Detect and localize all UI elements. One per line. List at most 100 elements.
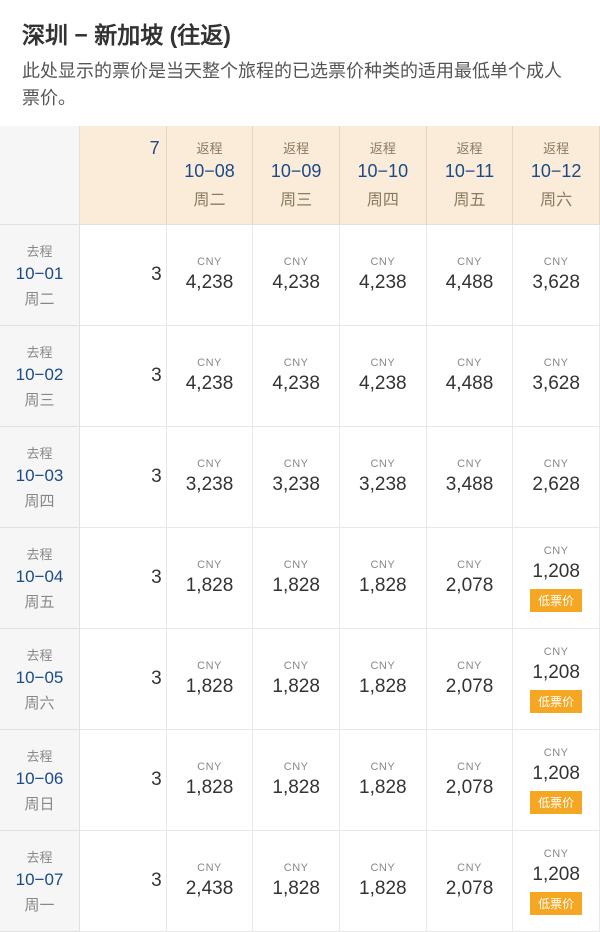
depart-date-header[interactable]: 去程10−05周六 — [0, 629, 80, 730]
fare-price: 4,488 — [446, 272, 494, 294]
fare-cell[interactable]: 3 — [80, 629, 167, 730]
fare-cell[interactable]: CNY1,828 — [167, 528, 254, 629]
fare-cell[interactable]: 3 — [80, 831, 167, 932]
return-label: 返程 — [255, 138, 337, 157]
currency-label: CNY — [544, 646, 569, 658]
fare-price: 2,438 — [186, 878, 234, 900]
fare-cell[interactable]: 3 — [80, 730, 167, 831]
currency-label: CNY — [284, 357, 309, 369]
depart-date-header[interactable]: 去程10−02周三 — [0, 326, 80, 427]
currency-label: CNY — [197, 559, 222, 571]
depart-date: 10−06 — [4, 769, 75, 789]
fare-price: 2,078 — [446, 676, 494, 698]
fare-cell[interactable]: CNY2,078 — [427, 629, 514, 730]
return-date: 10−12 — [515, 161, 597, 182]
currency-label: CNY — [197, 660, 222, 672]
currency-label: CNY — [284, 761, 309, 773]
fare-cell[interactable]: CNY3,628 — [513, 225, 600, 326]
fare-price: 4,488 — [446, 373, 494, 395]
fare-cell[interactable]: CNY 1,828 — [253, 528, 340, 629]
fare-price: 1,828 — [272, 878, 320, 900]
currency-label: CNY — [544, 848, 569, 860]
return-date: 7 — [80, 138, 160, 159]
fare-cell[interactable]: CNY1,208低票价 — [513, 528, 600, 629]
fare-cell[interactable]: CNY3,238 — [253, 427, 340, 528]
page-subtitle: 此处显示的票价是当天整个旅程的已选票价种类的适用最低单个成人票价。 — [22, 58, 578, 112]
fare-cell[interactable]: CNY1,208低票价 — [513, 730, 600, 831]
currency-label: CNY — [197, 761, 222, 773]
fare-price: 1,828 — [272, 676, 320, 698]
return-date-header[interactable]: 返程 10−09 周三 — [253, 126, 340, 225]
fare-cell[interactable]: CNY3,488 — [427, 427, 514, 528]
return-weekday: 周四 — [342, 186, 424, 210]
return-date-header[interactable]: 返程10−10周四 — [340, 126, 427, 225]
depart-date-header[interactable]: 去程10−04周五 — [0, 528, 80, 629]
fare-cell[interactable]: 3 — [80, 225, 167, 326]
fare-cell[interactable]: 3 — [80, 528, 167, 629]
depart-date-header[interactable]: 去程10−07周一 — [0, 831, 80, 932]
fare-price: 3 — [151, 567, 162, 589]
low-fare-badge: 低票价 — [530, 690, 582, 713]
depart-date: 10−03 — [4, 466, 75, 486]
fare-cell[interactable]: CNY4,238 — [340, 326, 427, 427]
currency-label: CNY — [284, 256, 309, 268]
return-date-header[interactable]: 返程10−11周五 — [427, 126, 514, 225]
fare-price: 1,828 — [272, 777, 320, 799]
fare-cell[interactable]: CNY1,828 — [340, 831, 427, 932]
fare-cell[interactable]: CNY2,438 — [167, 831, 254, 932]
return-date: 10−09 — [255, 161, 337, 182]
fare-cell[interactable]: CNY1,828 — [340, 528, 427, 629]
fare-cell[interactable]: CNY1,208低票价 — [513, 629, 600, 730]
fare-cell[interactable]: CNY1,828 — [340, 730, 427, 831]
fare-cell[interactable]: CNY2,078 — [427, 730, 514, 831]
fare-cell[interactable]: 3 — [80, 326, 167, 427]
depart-label: 去程 — [4, 342, 75, 361]
fare-cell[interactable]: CNY1,828 — [253, 629, 340, 730]
fare-cell[interactable]: CNY4,238 — [167, 326, 254, 427]
fare-cell[interactable]: CNY4,488 — [427, 225, 514, 326]
depart-date-header[interactable]: 去程10−01周二 — [0, 225, 80, 326]
fare-cell[interactable]: CNY1,828 — [340, 629, 427, 730]
depart-date: 10−04 — [4, 567, 75, 587]
fare-cell[interactable]: CNY 1,828 — [253, 730, 340, 831]
fare-price: 2,628 — [532, 474, 580, 496]
fare-cell[interactable]: CNY2,078 — [427, 528, 514, 629]
fare-cell[interactable]: CNY 4,488 — [427, 326, 514, 427]
fare-cell[interactable]: CNY1,208低票价 — [513, 831, 600, 932]
fare-price: 4,238 — [359, 373, 407, 395]
fare-cell[interactable]: CNY4,238 — [167, 225, 254, 326]
return-date-header[interactable]: 返程10−08周二 — [167, 126, 254, 225]
return-date: 10−10 — [342, 161, 424, 182]
fare-cell[interactable]: CNY4,238 — [253, 225, 340, 326]
fare-price: 1,828 — [359, 575, 407, 597]
return-label: 返程 — [429, 138, 511, 157]
currency-label: CNY — [284, 559, 309, 571]
fare-cell[interactable]: CNY1,828 — [253, 831, 340, 932]
depart-label: 去程 — [4, 645, 75, 664]
fare-cell[interactable]: CNY4,238 — [253, 326, 340, 427]
return-date: 10−11 — [429, 161, 511, 182]
depart-weekday: 周二 — [4, 288, 75, 309]
fare-cell[interactable]: CNY1,828 — [167, 730, 254, 831]
return-date-header[interactable]: 7 — [80, 126, 167, 225]
fare-cell[interactable]: CNY3,238 — [167, 427, 254, 528]
return-weekday: 周三 — [255, 186, 337, 210]
return-label: 返程 — [169, 138, 251, 157]
return-date-header[interactable]: 返程10−12周六 — [513, 126, 600, 225]
currency-label: CNY — [457, 357, 482, 369]
fare-cell[interactable]: CNY2,078 — [427, 831, 514, 932]
fare-cell[interactable]: CNY2,628 — [513, 427, 600, 528]
currency-label: CNY — [544, 545, 569, 557]
depart-date-header[interactable]: 去程10−03周四 — [0, 427, 80, 528]
depart-weekday: 周六 — [4, 692, 75, 713]
fare-cell[interactable]: 3 — [80, 427, 167, 528]
fare-price: 1,828 — [272, 575, 320, 597]
fare-price: 3 — [151, 264, 162, 286]
low-fare-badge: 低票价 — [530, 791, 582, 814]
depart-date-header[interactable]: 去程10−06周日 — [0, 730, 80, 831]
depart-date: 10−02 — [4, 365, 75, 385]
fare-cell[interactable]: CNY3,238 — [340, 427, 427, 528]
fare-cell[interactable]: CNY3,628 — [513, 326, 600, 427]
fare-cell[interactable]: CNY1,828 — [167, 629, 254, 730]
fare-cell[interactable]: CNY4,238 — [340, 225, 427, 326]
